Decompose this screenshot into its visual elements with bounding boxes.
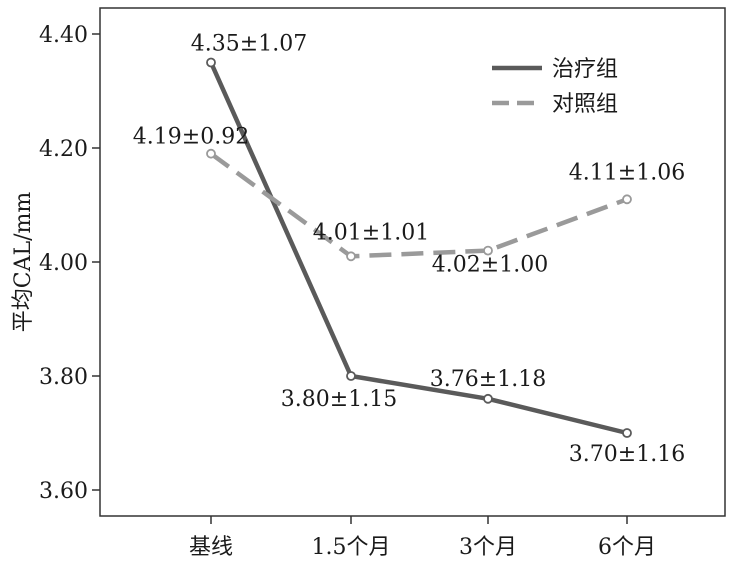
x-tick-label: 基线 [189,535,233,560]
data-label: 4.35±1.07 [191,32,307,57]
data-label: 3.76±1.18 [430,367,546,392]
data-point [622,428,632,438]
y-tick-label: 4.00 [39,251,88,276]
data-label: 4.01±1.01 [313,220,429,245]
data-label: 4.19±0.92 [133,125,249,150]
legend-label: 对照组 [552,92,618,117]
legend-label: 治疗组 [552,57,618,82]
data-point [346,251,356,262]
data-point [483,245,493,256]
data-label: 3.70±1.16 [569,442,685,467]
series-line-0 [208,61,628,436]
y-tick-label: 4.20 [39,137,88,162]
y-axis: 3.60 3.80 4.00 4.20 4.40 [39,23,100,504]
data-point [206,57,216,68]
data-point [206,148,216,159]
plot-frame [99,7,726,517]
series-layer [206,57,632,438]
data-label: 3.80±1.15 [281,387,397,412]
series-line-1 [209,151,628,259]
x-tick-label: 3个月 [459,535,517,560]
x-tick-label: 6个月 [598,535,656,560]
y-tick-label: 3.60 [39,479,88,504]
data-label: 4.02±1.00 [432,253,548,278]
data-point [483,393,493,404]
data-labels: 4.35±1.07 3.80±1.15 3.76±1.18 3.70±1.16 4.19… [133,32,685,468]
data-label: 4.11±1.06 [569,160,685,185]
x-axis: 基线 1.5个月 3个月 6个月 [189,516,656,560]
y-tick-label: 4.40 [39,23,88,48]
x-tick-label: 1.5个月 [312,535,391,560]
data-point [622,194,632,205]
y-tick-label: 3.80 [39,365,88,390]
data-point [346,371,356,381]
y-axis-label: 平均CAL/mm [11,192,36,333]
